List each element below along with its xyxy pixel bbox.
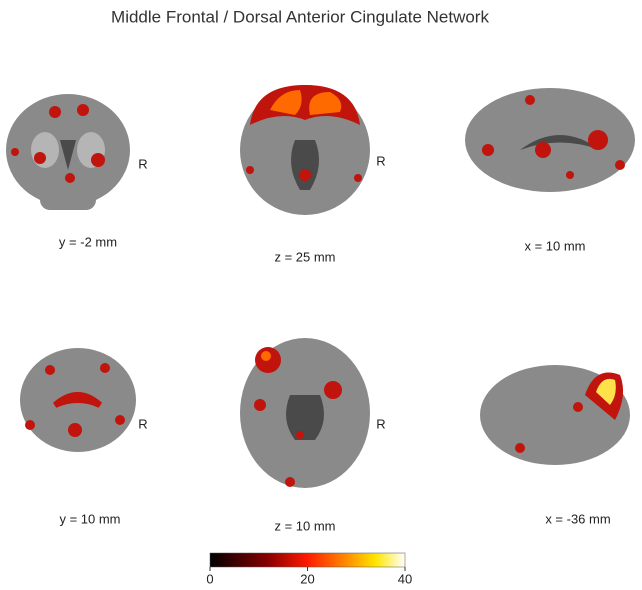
brain-sagittal xyxy=(465,88,635,192)
side-label: R xyxy=(138,156,147,171)
slice-label: z = 10 mm xyxy=(274,518,335,533)
side-label: R xyxy=(138,416,147,431)
brain-coronal xyxy=(6,94,130,210)
colorbar-tick-label: 20 xyxy=(300,571,314,586)
brain-axial xyxy=(240,338,370,488)
slice-label: y = -2 mm xyxy=(59,234,117,249)
figure-title: Middle Frontal / Dorsal Anterior Cingula… xyxy=(111,7,489,26)
colorbar xyxy=(209,552,406,568)
brain-coronal xyxy=(20,348,136,452)
brain-sagittal xyxy=(480,365,630,465)
side-label: R xyxy=(376,416,385,431)
slice-label: x = -36 mm xyxy=(545,511,610,526)
colorbar-tick-label: 0 xyxy=(206,571,213,586)
slice-label: y = 10 mm xyxy=(59,511,120,526)
brain-axial xyxy=(240,85,370,215)
side-label: R xyxy=(376,153,385,168)
slice-label: z = 25 mm xyxy=(274,249,335,264)
colorbar-tick-label: 40 xyxy=(398,571,412,586)
slice-label: x = 10 mm xyxy=(524,238,585,253)
